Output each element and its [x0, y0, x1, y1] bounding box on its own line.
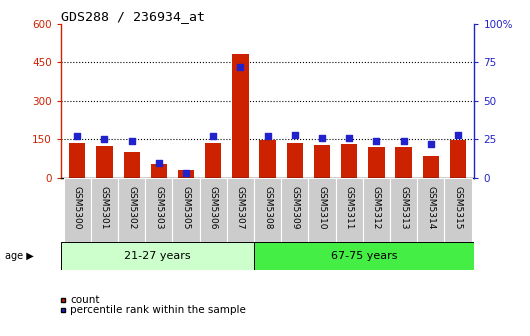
Point	[209, 134, 217, 139]
Point	[73, 134, 82, 139]
Point	[263, 134, 272, 139]
FancyBboxPatch shape	[145, 178, 172, 242]
FancyBboxPatch shape	[227, 178, 254, 242]
FancyBboxPatch shape	[254, 242, 474, 270]
Text: GSM5300: GSM5300	[73, 186, 82, 229]
FancyBboxPatch shape	[445, 178, 472, 242]
FancyBboxPatch shape	[308, 178, 335, 242]
Point	[318, 135, 326, 140]
Text: GSM5314: GSM5314	[426, 186, 435, 229]
Text: GSM5303: GSM5303	[154, 186, 163, 229]
FancyBboxPatch shape	[91, 178, 118, 242]
Point	[427, 141, 435, 147]
Text: GSM5307: GSM5307	[236, 186, 245, 229]
Point	[372, 138, 381, 144]
FancyBboxPatch shape	[64, 178, 91, 242]
Text: GSM5310: GSM5310	[317, 186, 326, 229]
Bar	[123, 152, 140, 178]
FancyBboxPatch shape	[390, 178, 417, 242]
Text: 67-75 years: 67-75 years	[331, 251, 398, 261]
Point	[182, 171, 190, 176]
Text: age ▶: age ▶	[5, 251, 34, 261]
Text: GSM5312: GSM5312	[372, 186, 381, 229]
Text: GSM5302: GSM5302	[127, 186, 136, 229]
Bar	[260, 140, 276, 178]
Text: GSM5315: GSM5315	[454, 186, 463, 229]
FancyBboxPatch shape	[61, 242, 254, 270]
Text: GSM5301: GSM5301	[100, 186, 109, 229]
Text: GSM5305: GSM5305	[182, 186, 191, 229]
Point	[290, 132, 299, 137]
Bar	[232, 54, 249, 178]
Bar	[69, 143, 85, 178]
Text: count: count	[70, 295, 100, 305]
Point	[454, 132, 462, 137]
Text: GSM5311: GSM5311	[344, 186, 354, 229]
FancyBboxPatch shape	[200, 178, 227, 242]
Point	[345, 135, 354, 140]
Point	[236, 64, 245, 70]
Text: GSM5306: GSM5306	[209, 186, 218, 229]
Bar	[96, 146, 112, 178]
Bar	[341, 144, 357, 178]
Bar	[178, 170, 194, 178]
Text: percentile rank within the sample: percentile rank within the sample	[70, 305, 246, 316]
FancyBboxPatch shape	[335, 178, 363, 242]
FancyBboxPatch shape	[254, 178, 281, 242]
Point	[127, 138, 136, 144]
Point	[400, 138, 408, 144]
Text: GSM5309: GSM5309	[290, 186, 299, 229]
Bar	[314, 144, 330, 178]
Bar	[287, 143, 303, 178]
Bar	[395, 146, 412, 178]
FancyBboxPatch shape	[363, 178, 390, 242]
Bar	[205, 143, 222, 178]
Text: 21-27 years: 21-27 years	[124, 251, 191, 261]
Bar	[368, 147, 385, 178]
FancyBboxPatch shape	[172, 178, 200, 242]
Bar	[450, 140, 466, 178]
FancyBboxPatch shape	[118, 178, 145, 242]
FancyBboxPatch shape	[417, 178, 445, 242]
Point	[155, 160, 163, 165]
Bar	[151, 164, 167, 178]
Text: GSM5313: GSM5313	[399, 186, 408, 229]
Text: GDS288 / 236934_at: GDS288 / 236934_at	[61, 10, 205, 24]
FancyBboxPatch shape	[281, 178, 308, 242]
Text: GSM5308: GSM5308	[263, 186, 272, 229]
Bar	[423, 156, 439, 178]
Point	[100, 137, 109, 142]
